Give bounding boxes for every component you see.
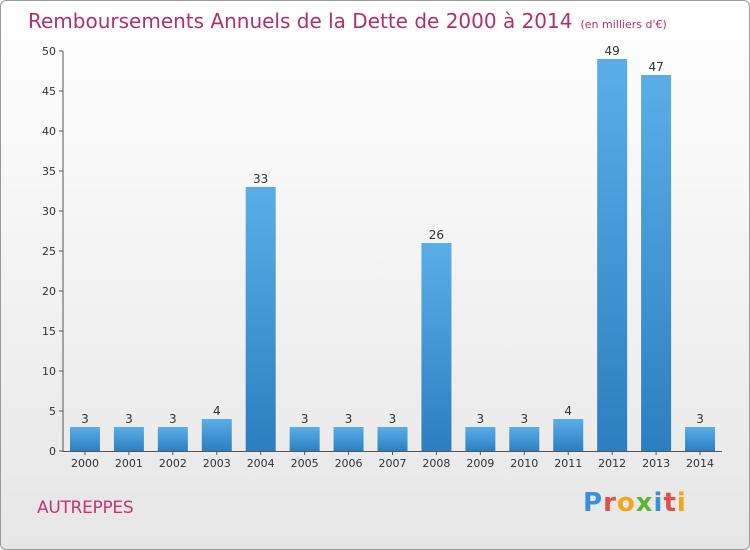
data-label: 3 (125, 412, 133, 426)
x-tick-label: 2004 (247, 457, 275, 470)
y-tick-label: 40 (42, 125, 56, 138)
data-label: 3 (477, 412, 485, 426)
data-label: 3 (169, 412, 177, 426)
data-label: 3 (81, 412, 89, 426)
x-tick-label: 2005 (291, 457, 319, 470)
data-label: 3 (301, 412, 309, 426)
proxiti-logo: Proxiti (583, 488, 687, 518)
y-tick-label: 20 (42, 285, 56, 298)
bar (333, 427, 364, 451)
data-label: 3 (696, 412, 704, 426)
bar (553, 419, 584, 451)
y-tick-label: 35 (42, 165, 56, 178)
y-tick-label: 45 (42, 85, 56, 98)
data-label: 4 (564, 404, 572, 418)
data-label: 3 (389, 412, 397, 426)
bar (685, 427, 716, 451)
data-label: 3 (520, 412, 528, 426)
title-text: Remboursements Annuels de la Dette de 20… (28, 9, 573, 33)
x-tick-label: 2008 (422, 457, 450, 470)
logo-letter: i (676, 488, 687, 518)
x-tick-label: 2009 (466, 457, 494, 470)
commune-name: AUTREPPES (37, 498, 134, 518)
bar (465, 427, 496, 451)
x-tick-label: 2001 (115, 457, 143, 470)
bar (377, 427, 408, 451)
unit-text: (en milliers d'€) (580, 18, 667, 31)
bar (113, 427, 144, 451)
bars (69, 59, 716, 451)
y-tick-label: 5 (49, 405, 56, 418)
x-tick-label: 2002 (159, 457, 187, 470)
y-tick-label: 15 (42, 325, 56, 338)
data-label: 49 (605, 44, 620, 58)
x-tick-label: 2011 (554, 457, 582, 470)
data-label: 26 (429, 228, 444, 242)
logo-letter: o (616, 488, 636, 518)
chart-title: Remboursements Annuels de la Dette de 20… (28, 9, 667, 33)
data-label: 4 (213, 404, 221, 418)
logo-letter: i (653, 488, 664, 518)
x-tick-label: 2006 (335, 457, 363, 470)
axes: 0 5 10 15 20 25 30 35 40 45 50 2000 2001 2002 2003 2004… (42, 45, 722, 470)
bar (245, 187, 276, 451)
y-tick-label: 10 (42, 365, 56, 378)
bar (69, 427, 100, 451)
logo-letter: t (663, 488, 677, 518)
data-label: 47 (648, 60, 663, 74)
y-tick-label: 50 (42, 45, 56, 58)
y-tick-label: 30 (42, 205, 56, 218)
bar (157, 427, 188, 451)
x-tick-label: 2003 (203, 457, 231, 470)
bar (641, 75, 672, 451)
data-label: 33 (253, 172, 268, 186)
bar (201, 419, 232, 451)
y-tick-label: 0 (49, 445, 56, 458)
x-tick-label: 2000 (71, 457, 99, 470)
bar (509, 427, 540, 451)
x-tick-label: 2007 (379, 457, 407, 470)
y-tick-label: 25 (42, 245, 56, 258)
logo-letter: P (583, 488, 604, 518)
x-tick-label: 2014 (686, 457, 714, 470)
x-tick-label: 2010 (510, 457, 538, 470)
bar (597, 59, 628, 451)
x-tick-label: 2013 (642, 457, 670, 470)
x-tick-label: 2012 (598, 457, 626, 470)
bar (289, 427, 320, 451)
data-label: 3 (345, 412, 353, 426)
bar (421, 243, 452, 451)
logo-letter: x (635, 488, 654, 518)
logo-letter: r (603, 488, 617, 518)
